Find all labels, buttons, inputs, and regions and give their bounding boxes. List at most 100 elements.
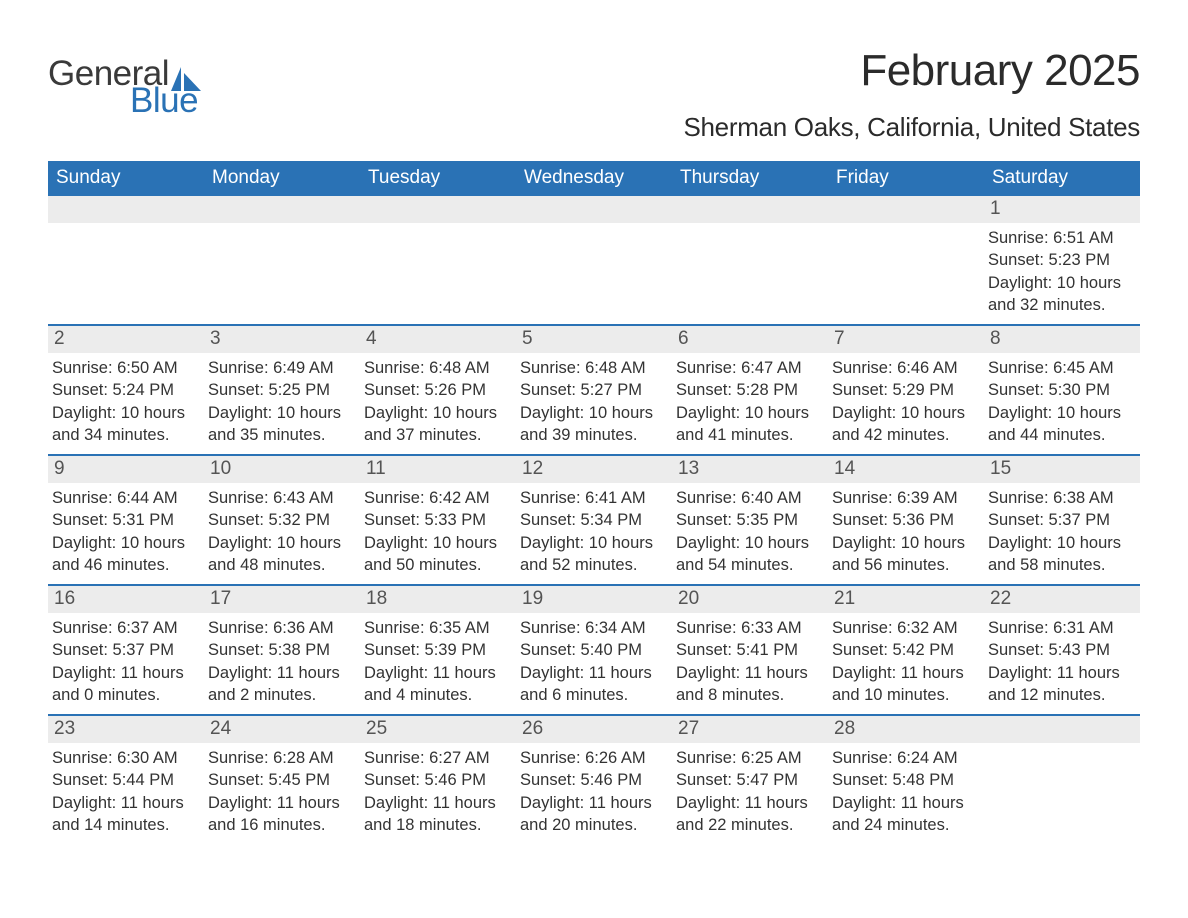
sunset-line: Sunset: 5:32 PM — [208, 509, 354, 531]
sunrise-line: Sunrise: 6:46 AM — [832, 357, 978, 379]
sunrise-line: Sunrise: 6:34 AM — [520, 617, 666, 639]
sunset-line: Sunset: 5:41 PM — [676, 639, 822, 661]
daylight-line: Daylight: 10 hours and 35 minutes. — [208, 402, 354, 447]
day-number: 16 — [48, 586, 204, 613]
day-details: Sunrise: 6:37 AMSunset: 5:37 PMDaylight:… — [48, 613, 204, 706]
weekday-header: Sunday — [48, 161, 204, 196]
day-details: Sunrise: 6:42 AMSunset: 5:33 PMDaylight:… — [360, 483, 516, 576]
sunrise-line: Sunrise: 6:38 AM — [988, 487, 1134, 509]
day-number — [828, 196, 984, 223]
sunset-line: Sunset: 5:36 PM — [832, 509, 978, 531]
title-block: February 2025 Sherman Oaks, California, … — [683, 46, 1140, 157]
calendar-day-cell: 4Sunrise: 6:48 AMSunset: 5:26 PMDaylight… — [360, 326, 516, 454]
calendar-day-cell: 1Sunrise: 6:51 AMSunset: 5:23 PMDaylight… — [984, 196, 1140, 324]
day-number: 6 — [672, 326, 828, 353]
daylight-line: Daylight: 11 hours and 10 minutes. — [832, 662, 978, 707]
day-number: 21 — [828, 586, 984, 613]
daylight-line: Daylight: 11 hours and 0 minutes. — [52, 662, 198, 707]
sunset-line: Sunset: 5:40 PM — [520, 639, 666, 661]
daylight-line: Daylight: 11 hours and 2 minutes. — [208, 662, 354, 707]
calendar-week-row: 2Sunrise: 6:50 AMSunset: 5:24 PMDaylight… — [48, 326, 1140, 454]
calendar-day-cell — [48, 196, 204, 324]
calendar-day-cell: 20Sunrise: 6:33 AMSunset: 5:41 PMDayligh… — [672, 586, 828, 714]
day-details: Sunrise: 6:51 AMSunset: 5:23 PMDaylight:… — [984, 223, 1140, 316]
day-number — [984, 716, 1140, 743]
calendar-day-cell: 10Sunrise: 6:43 AMSunset: 5:32 PMDayligh… — [204, 456, 360, 584]
day-details: Sunrise: 6:43 AMSunset: 5:32 PMDaylight:… — [204, 483, 360, 576]
sunset-line: Sunset: 5:31 PM — [52, 509, 198, 531]
sunrise-line: Sunrise: 6:42 AM — [364, 487, 510, 509]
daylight-line: Daylight: 10 hours and 32 minutes. — [988, 272, 1134, 317]
calendar-day-cell: 27Sunrise: 6:25 AMSunset: 5:47 PMDayligh… — [672, 716, 828, 844]
calendar-day-cell: 5Sunrise: 6:48 AMSunset: 5:27 PMDaylight… — [516, 326, 672, 454]
day-number: 28 — [828, 716, 984, 743]
calendar-day-cell: 21Sunrise: 6:32 AMSunset: 5:42 PMDayligh… — [828, 586, 984, 714]
day-number: 15 — [984, 456, 1140, 483]
day-details: Sunrise: 6:41 AMSunset: 5:34 PMDaylight:… — [516, 483, 672, 576]
day-number: 11 — [360, 456, 516, 483]
calendar-day-cell — [672, 196, 828, 324]
sunset-line: Sunset: 5:23 PM — [988, 249, 1134, 271]
daylight-line: Daylight: 11 hours and 22 minutes. — [676, 792, 822, 837]
calendar-week-row: 1Sunrise: 6:51 AMSunset: 5:23 PMDaylight… — [48, 196, 1140, 324]
sunrise-line: Sunrise: 6:51 AM — [988, 227, 1134, 249]
day-details: Sunrise: 6:48 AMSunset: 5:26 PMDaylight:… — [360, 353, 516, 446]
daylight-line: Daylight: 10 hours and 56 minutes. — [832, 532, 978, 577]
day-number — [516, 196, 672, 223]
day-details: Sunrise: 6:45 AMSunset: 5:30 PMDaylight:… — [984, 353, 1140, 446]
day-details: Sunrise: 6:28 AMSunset: 5:45 PMDaylight:… — [204, 743, 360, 836]
calendar-day-cell: 19Sunrise: 6:34 AMSunset: 5:40 PMDayligh… — [516, 586, 672, 714]
day-number: 27 — [672, 716, 828, 743]
day-details: Sunrise: 6:48 AMSunset: 5:27 PMDaylight:… — [516, 353, 672, 446]
day-number — [204, 196, 360, 223]
sunrise-line: Sunrise: 6:28 AM — [208, 747, 354, 769]
daylight-line: Daylight: 11 hours and 6 minutes. — [520, 662, 666, 707]
day-number: 9 — [48, 456, 204, 483]
calendar-day-cell: 23Sunrise: 6:30 AMSunset: 5:44 PMDayligh… — [48, 716, 204, 844]
calendar-day-cell: 14Sunrise: 6:39 AMSunset: 5:36 PMDayligh… — [828, 456, 984, 584]
sunset-line: Sunset: 5:46 PM — [520, 769, 666, 791]
day-number: 10 — [204, 456, 360, 483]
daylight-line: Daylight: 10 hours and 41 minutes. — [676, 402, 822, 447]
calendar-day-cell: 24Sunrise: 6:28 AMSunset: 5:45 PMDayligh… — [204, 716, 360, 844]
day-details: Sunrise: 6:36 AMSunset: 5:38 PMDaylight:… — [204, 613, 360, 706]
day-details: Sunrise: 6:24 AMSunset: 5:48 PMDaylight:… — [828, 743, 984, 836]
weekday-header: Wednesday — [516, 161, 672, 196]
calendar-day-cell: 11Sunrise: 6:42 AMSunset: 5:33 PMDayligh… — [360, 456, 516, 584]
day-details: Sunrise: 6:27 AMSunset: 5:46 PMDaylight:… — [360, 743, 516, 836]
sunrise-line: Sunrise: 6:35 AM — [364, 617, 510, 639]
calendar-day-cell: 6Sunrise: 6:47 AMSunset: 5:28 PMDaylight… — [672, 326, 828, 454]
day-number: 1 — [984, 196, 1140, 223]
calendar-day-cell: 9Sunrise: 6:44 AMSunset: 5:31 PMDaylight… — [48, 456, 204, 584]
sunset-line: Sunset: 5:27 PM — [520, 379, 666, 401]
day-details: Sunrise: 6:49 AMSunset: 5:25 PMDaylight:… — [204, 353, 360, 446]
calendar-day-cell — [984, 716, 1140, 844]
weekday-header: Monday — [204, 161, 360, 196]
sunset-line: Sunset: 5:26 PM — [364, 379, 510, 401]
sunset-line: Sunset: 5:38 PM — [208, 639, 354, 661]
day-number: 23 — [48, 716, 204, 743]
sunrise-line: Sunrise: 6:26 AM — [520, 747, 666, 769]
daylight-line: Daylight: 10 hours and 37 minutes. — [364, 402, 510, 447]
calendar-day-cell: 3Sunrise: 6:49 AMSunset: 5:25 PMDaylight… — [204, 326, 360, 454]
daylight-line: Daylight: 10 hours and 52 minutes. — [520, 532, 666, 577]
calendar-day-cell: 12Sunrise: 6:41 AMSunset: 5:34 PMDayligh… — [516, 456, 672, 584]
sunset-line: Sunset: 5:44 PM — [52, 769, 198, 791]
daylight-line: Daylight: 10 hours and 50 minutes. — [364, 532, 510, 577]
day-details: Sunrise: 6:34 AMSunset: 5:40 PMDaylight:… — [516, 613, 672, 706]
weekday-header: Tuesday — [360, 161, 516, 196]
calendar-week-row: 16Sunrise: 6:37 AMSunset: 5:37 PMDayligh… — [48, 586, 1140, 714]
calendar-day-cell: 15Sunrise: 6:38 AMSunset: 5:37 PMDayligh… — [984, 456, 1140, 584]
calendar-day-cell: 8Sunrise: 6:45 AMSunset: 5:30 PMDaylight… — [984, 326, 1140, 454]
day-number: 18 — [360, 586, 516, 613]
calendar-day-cell: 28Sunrise: 6:24 AMSunset: 5:48 PMDayligh… — [828, 716, 984, 844]
day-details: Sunrise: 6:50 AMSunset: 5:24 PMDaylight:… — [48, 353, 204, 446]
calendar-day-cell: 22Sunrise: 6:31 AMSunset: 5:43 PMDayligh… — [984, 586, 1140, 714]
header-row: General Blue February 2025 Sherman Oaks,… — [48, 46, 1140, 157]
sunrise-line: Sunrise: 6:48 AM — [520, 357, 666, 379]
day-details: Sunrise: 6:30 AMSunset: 5:44 PMDaylight:… — [48, 743, 204, 836]
calendar-day-cell — [360, 196, 516, 324]
sunset-line: Sunset: 5:39 PM — [364, 639, 510, 661]
day-number: 17 — [204, 586, 360, 613]
daylight-line: Daylight: 10 hours and 42 minutes. — [832, 402, 978, 447]
